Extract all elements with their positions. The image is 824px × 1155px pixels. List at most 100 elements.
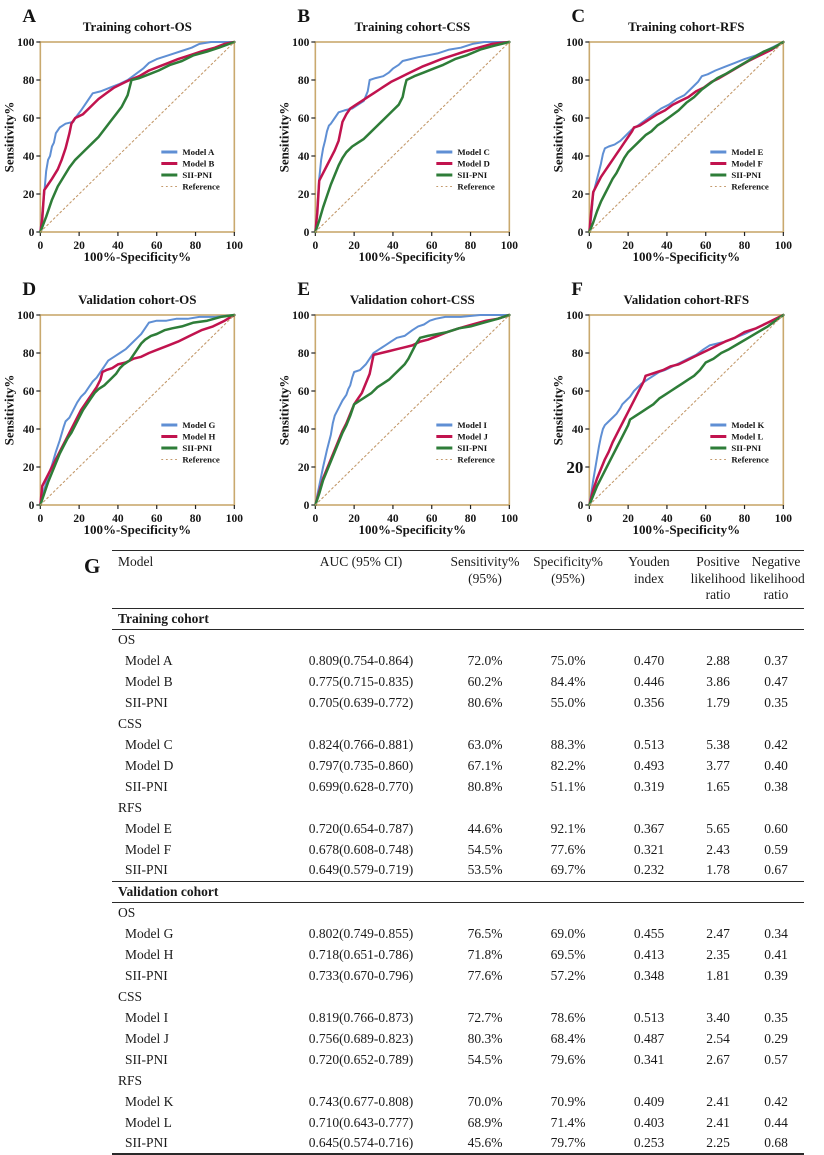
cell-specificity: 75.0% — [550, 652, 586, 668]
cell-youden: 0.470 — [633, 652, 665, 668]
x-tick-label: 100 — [500, 513, 518, 525]
section-label: Training cohort — [112, 607, 804, 630]
cell-nlr: 0.35 — [764, 1009, 788, 1025]
cell-nlr: 0.34 — [764, 925, 788, 941]
legend-label: Model K — [732, 420, 765, 430]
group-label: CSS — [118, 715, 143, 731]
cell-plr: 3.77 — [706, 757, 730, 773]
table-row-data: Model B 0.775(0.715-0.835) 60.2% 84.4% 0.446… — [112, 671, 804, 692]
cell-sensitivity: 45.6% — [444, 1133, 526, 1155]
table-row-group: RFS — [112, 1070, 804, 1091]
y-axis-label: Sensitivity% — [1, 375, 16, 446]
cell-specificity: 71.4% — [550, 1114, 586, 1130]
x-tick-label: 20 — [348, 513, 360, 525]
y-tick-label: 80 — [23, 348, 35, 360]
plot-area — [39, 41, 236, 233]
cell-youden: 0.367 — [633, 820, 665, 836]
cell-model: Model E — [125, 820, 172, 836]
cell-specificity: 51.1% — [550, 778, 586, 794]
y-tick-label: 60 — [572, 386, 584, 398]
cell-auc: 0.809(0.754-0.864) — [308, 652, 414, 668]
cell-model: Model K — [125, 1093, 174, 1109]
cell-plr: 3.86 — [706, 673, 730, 689]
cell-plr: 5.38 — [706, 736, 730, 752]
cell-model: Model C — [125, 736, 173, 752]
table-row-data: Model G 0.802(0.749-0.855) 76.5% 69.0% 0.455… — [112, 923, 804, 944]
legend-label: Model G — [182, 420, 215, 430]
table-row-group: CSS — [112, 986, 804, 1007]
x-tick-label: 20 — [623, 513, 635, 525]
cell-nlr: 0.47 — [764, 673, 788, 689]
cell-nlr: 0.40 — [764, 757, 788, 773]
plot-area — [314, 314, 510, 506]
y-axis-label: Sensitivity% — [551, 375, 566, 446]
cell-sensitivity: 63.0% — [467, 736, 503, 752]
x-tick-label: 60 — [700, 240, 712, 252]
panel-letter: C — [572, 6, 586, 27]
cell-specificity: 88.3% — [550, 736, 586, 752]
cell-plr: 2.54 — [706, 1030, 730, 1046]
plot-area — [314, 41, 510, 233]
cell-specificity: 78.6% — [550, 1009, 586, 1025]
cell-specificity: 69.0% — [550, 925, 586, 941]
cell-sensitivity: 53.5% — [467, 862, 503, 878]
cell-sensitivity: 80.3% — [467, 1030, 503, 1046]
cell-sensitivity: 72.0% — [467, 652, 503, 668]
column-header-line: (95%) — [551, 570, 585, 586]
roc-curve-reference — [39, 41, 235, 233]
x-axis-label: 100%-Specificity% — [84, 522, 192, 537]
cell-nlr: 0.35 — [764, 694, 788, 710]
x-tick-label: 40 — [662, 513, 674, 525]
cell-auc: 0.710(0.643-0.777) — [308, 1114, 414, 1130]
cell-plr: 2.47 — [706, 925, 730, 941]
roc-curve-sii-pni — [39, 313, 236, 507]
legend-label: Model C — [457, 147, 490, 157]
cell-auc: 0.819(0.766-0.873) — [308, 1009, 414, 1025]
y-tick-label: 40 — [297, 151, 309, 163]
y-tick-label: 0 — [29, 227, 35, 239]
section-label: Validation cohort — [112, 880, 804, 903]
y-tick-label: 80 — [297, 348, 309, 360]
y-tick-label: 20 — [572, 189, 584, 201]
y-tick-label: 60 — [572, 113, 584, 125]
roc-panel-B: B Training cohort-CSS 0 20 40 60 80 100 0 20 40 60 8… — [276, 6, 518, 264]
x-tick-label: 0 — [312, 240, 318, 252]
cell-nlr: 0.42 — [764, 736, 788, 752]
x-tick-label: 100 — [500, 240, 518, 252]
table-row-data: Model H 0.718(0.651-0.786) 71.8% 69.5% 0.413… — [112, 944, 804, 965]
cell-plr: 1.65 — [706, 778, 730, 794]
cell-nlr: 0.44 — [764, 1114, 788, 1130]
roc-curve-model-g — [39, 314, 236, 506]
x-axis-label: 100%-Specificity% — [633, 522, 741, 537]
x-tick-label: 60 — [426, 240, 438, 252]
table-row-data: SII-PNI 0.705(0.639-0.772) 80.6% 55.0% 0.356… — [112, 692, 804, 713]
cell-model: Model D — [125, 757, 174, 773]
cell-youden: 0.321 — [633, 841, 665, 857]
column-header-line: Youden index — [628, 554, 670, 586]
column-header-line: Positive — [696, 554, 740, 569]
table-row-data: Model I 0.819(0.766-0.873) 72.7% 78.6% 0.513… — [112, 1007, 804, 1028]
cell-youden: 0.403 — [633, 1114, 665, 1130]
cell-youden: 0.341 — [633, 1051, 665, 1067]
figure-page: A Training cohort-OS 0 20 40 60 80 100 0 20 40 60 80… — [1, 6, 805, 1155]
cell-auc: 0.645(0.574-0.716) — [278, 1133, 444, 1155]
cell-plr: 1.81 — [706, 967, 730, 983]
table-row-data: SII-PNI 0.720(0.652-0.789) 54.5% 79.6% 0.341… — [112, 1049, 804, 1070]
chart-title: Training cohort-CSS — [354, 19, 470, 34]
cell-youden: 0.253 — [610, 1133, 688, 1155]
chart-title: Validation cohort-RFS — [624, 292, 750, 307]
cell-auc: 0.649(0.579-0.719) — [308, 862, 414, 878]
chart-title: Training cohort-OS — [83, 19, 192, 34]
cell-nlr: 0.37 — [764, 652, 788, 668]
x-tick-label: 80 — [464, 513, 476, 525]
x-tick-label: 20 — [348, 240, 360, 252]
cell-model: Model I — [125, 1009, 169, 1025]
cell-sensitivity: 54.5% — [467, 1051, 503, 1067]
roc-curve-reference — [39, 314, 235, 506]
x-axis-label: 100%-Specificity% — [358, 522, 466, 537]
cell-model: SII-PNI — [125, 967, 168, 983]
cell-model: SII-PNI — [112, 1133, 278, 1155]
